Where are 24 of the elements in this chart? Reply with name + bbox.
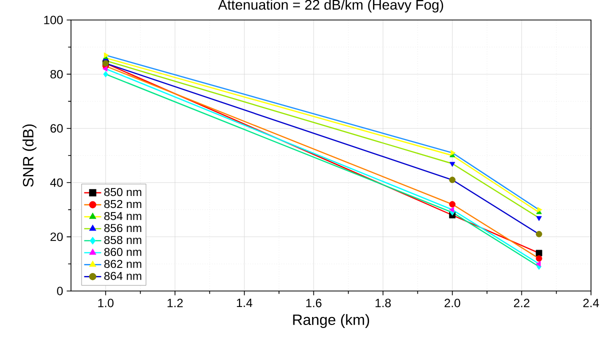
x-tick-label: 2.2 xyxy=(514,298,530,308)
legend-label: 856 nm xyxy=(104,224,142,232)
legend-label: 858 nm xyxy=(104,236,142,244)
y-tick-label: 60 xyxy=(50,124,63,133)
x-axis-title: Range (km) xyxy=(293,314,370,328)
x-tick-label: 2.4 xyxy=(583,298,599,308)
y-tick-label: 20 xyxy=(50,232,63,242)
x-tick-label: 1.8 xyxy=(376,298,391,308)
legend-label: 860 nm xyxy=(104,248,142,256)
x-tick-label: 1.0 xyxy=(98,298,114,308)
x-tick-label: 1.4 xyxy=(236,298,252,307)
x-tick-label: 1.2 xyxy=(168,298,183,308)
y-axis-title: SNR (dB) xyxy=(22,124,36,187)
legend-label: 852 nm xyxy=(104,200,142,208)
legend-label: 854 nm xyxy=(104,212,142,220)
y-tick-label: 0 xyxy=(57,286,63,296)
y-tick-label: 100 xyxy=(44,16,63,24)
legend-label: 864 nm xyxy=(104,272,142,280)
x-tick-label: 1.6 xyxy=(306,298,322,308)
x-tick-label: 2.0 xyxy=(444,298,460,308)
y-tick-label: 80 xyxy=(50,70,63,78)
legend-label: 862 nm xyxy=(104,260,142,268)
legend-label: 850 nm xyxy=(104,188,142,196)
y-tick-label: 40 xyxy=(50,178,63,187)
